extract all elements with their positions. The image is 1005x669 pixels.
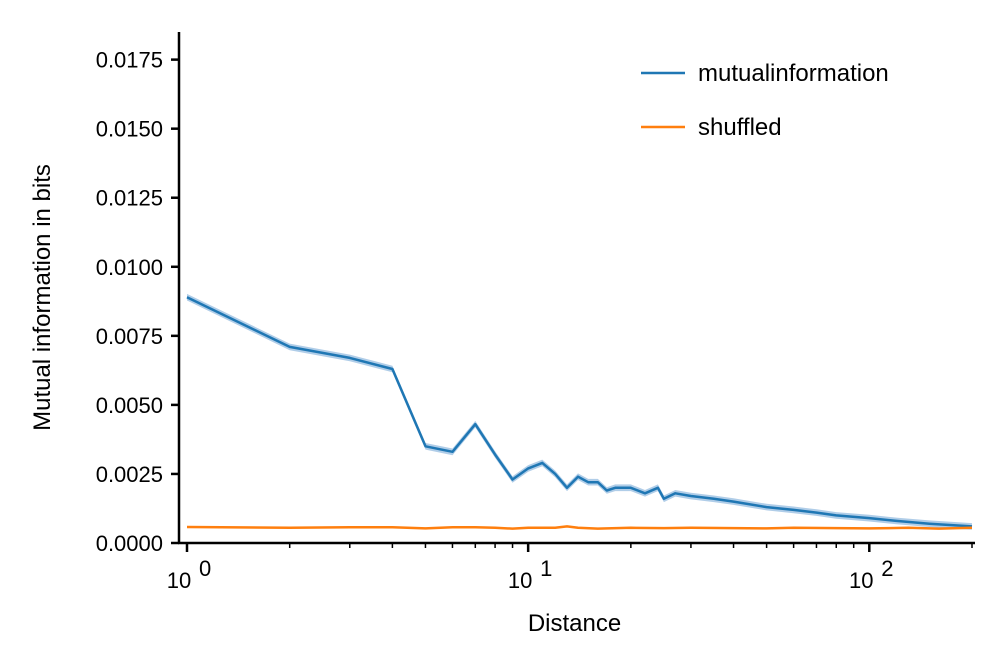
- legend-label-mutualinformation: mutualinformation: [698, 60, 889, 87]
- y-tick-label: 0.0100: [96, 255, 163, 280]
- y-tick-label: 0.0025: [96, 462, 163, 487]
- legend-label-shuffled: shuffled: [698, 114, 782, 141]
- series-line-shuffled: [186, 525, 973, 530]
- y-axis-title: Mutual information in bits: [29, 164, 56, 431]
- y-tick-label: 0.0175: [96, 48, 163, 73]
- y-tick-label: 0.0075: [96, 324, 163, 349]
- y-tick-label: 0.0125: [96, 186, 163, 211]
- y-tick-label: 0.0150: [96, 117, 163, 142]
- x-tick-exponent: 2: [881, 556, 893, 581]
- y-tick-label: 0.0050: [96, 393, 163, 418]
- x-tick-label: 10: [849, 568, 873, 593]
- x-axis: 10 0 10 1 10 2: [167, 541, 975, 593]
- x-tick-label: 10: [508, 568, 532, 593]
- legend: mutualinformation shuffled: [641, 60, 889, 141]
- x-tick-label: 10: [167, 568, 191, 593]
- plot-area: [186, 293, 973, 530]
- x-tick-exponent: 1: [540, 556, 552, 581]
- y-axis: 0.0000 0.0025 0.0050 0.0075 0.0100 0.0125 0.01…: [96, 32, 181, 556]
- series-line-mutualinformation: [186, 296, 973, 528]
- series-band-mutualinformation: [187, 293, 972, 530]
- y-tick-label: 0.0000: [96, 531, 163, 556]
- x-tick-exponent: 0: [199, 556, 211, 581]
- x-axis-title: Distance: [528, 610, 621, 637]
